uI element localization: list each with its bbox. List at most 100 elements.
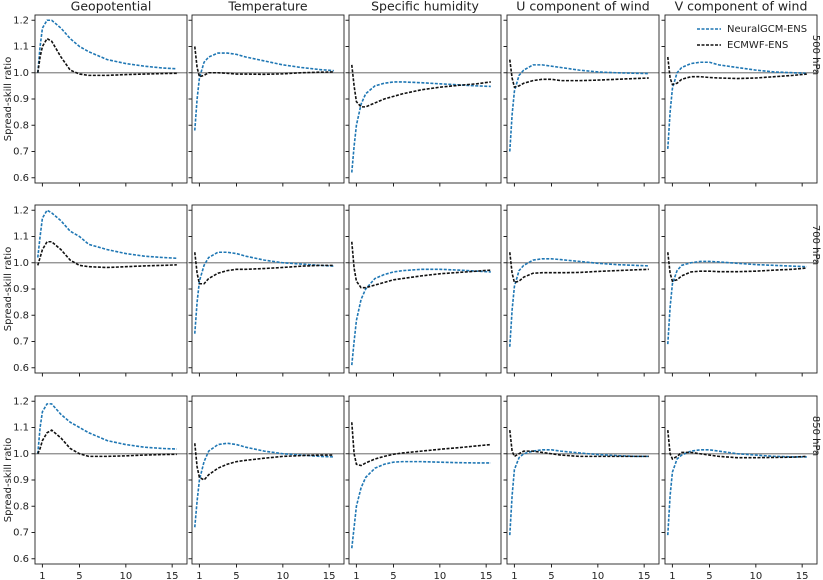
- series-line: [37, 240, 177, 269]
- x-tick-label: 1: [39, 571, 45, 580]
- legend-label: NeuralGCM-ENS: [727, 24, 807, 35]
- x-tick-label: 5: [233, 571, 239, 580]
- series-line: [36, 37, 177, 77]
- row-label: 500 hPa: [810, 35, 821, 75]
- y-tick-label: 0.8: [13, 310, 29, 321]
- x-tick-label: 5: [548, 571, 554, 580]
- x-tick-label: 1: [353, 571, 359, 580]
- series-line: [350, 460, 491, 549]
- series-line: [193, 52, 334, 131]
- series-line: [193, 443, 334, 482]
- column-title: Temperature: [227, 0, 307, 14]
- series-line: [666, 61, 807, 149]
- series-line: [36, 209, 177, 260]
- x-tick-label: 15: [480, 571, 493, 580]
- x-tick-label: 10: [276, 571, 289, 580]
- column-title: Specific humidity: [371, 0, 479, 14]
- axes-frame: [34, 395, 188, 565]
- y-tick-label: 0.9: [13, 284, 29, 295]
- x-tick-label: 1: [669, 571, 675, 580]
- y-tick-label: 0.6: [13, 554, 29, 565]
- axes-frame: [348, 14, 502, 184]
- axes-frame: [348, 204, 502, 374]
- x-tick-label: 5: [706, 571, 712, 580]
- x-tick-label: 10: [591, 571, 604, 580]
- series-line: [350, 268, 491, 366]
- axes-frame: [664, 395, 818, 565]
- y-axis-label: Spread-skill ratio: [3, 438, 14, 522]
- x-tick-label: 10: [433, 571, 446, 580]
- axes-frame: [506, 204, 660, 374]
- series-line: [666, 430, 807, 461]
- x-tick-label: 15: [323, 571, 336, 580]
- series-line: [193, 251, 334, 334]
- y-tick-label: 0.7: [13, 337, 29, 348]
- series-line: [350, 64, 491, 108]
- y-tick-label: 0.7: [13, 528, 29, 539]
- x-tick-label: 15: [166, 571, 179, 580]
- y-tick-label: 1.1: [13, 423, 29, 434]
- x-tick-label: 10: [119, 571, 132, 580]
- axes-frame: [191, 14, 345, 184]
- series-line: [350, 241, 491, 289]
- column-title: V component of wind: [675, 0, 808, 14]
- axes-frame: [664, 204, 818, 374]
- y-tick-label: 1.0: [13, 258, 29, 269]
- row-label: 700 hPa: [810, 225, 821, 265]
- y-tick-label: 1.2: [13, 15, 29, 26]
- x-tick-label: 5: [390, 571, 396, 580]
- y-tick-label: 0.7: [13, 147, 29, 158]
- y-tick-label: 1.2: [13, 396, 29, 407]
- series-line: [193, 252, 334, 285]
- axes-frame: [506, 395, 660, 565]
- y-tick-label: 0.8: [13, 120, 29, 131]
- series-line: [508, 252, 649, 284]
- y-tick-label: 0.6: [13, 173, 29, 184]
- axes-frame: [506, 14, 660, 184]
- series-line: [36, 19, 177, 73]
- y-tick-label: 0.8: [13, 501, 29, 512]
- x-tick-label: 1: [196, 571, 202, 580]
- legend-label: ECMWF-ENS: [727, 40, 788, 51]
- series-line: [666, 260, 807, 345]
- x-tick-label: 5: [76, 571, 82, 580]
- series-line: [193, 442, 334, 528]
- axes-frame: [34, 14, 188, 184]
- series-line: [666, 56, 807, 86]
- series-line: [508, 449, 649, 536]
- series-line: [350, 422, 491, 467]
- x-tick-label: 1: [511, 571, 517, 580]
- series-line: [666, 252, 807, 283]
- y-tick-label: 0.9: [13, 475, 29, 486]
- axes-frame: [664, 14, 818, 184]
- series-line: [508, 258, 649, 347]
- series-line: [37, 429, 177, 458]
- column-title: U component of wind: [516, 0, 649, 14]
- y-tick-label: 1.0: [13, 449, 29, 460]
- y-tick-label: 1.1: [13, 232, 29, 243]
- series-line: [666, 449, 807, 536]
- axes-frame: [191, 395, 345, 565]
- axes-frame: [34, 204, 188, 374]
- x-tick-label: 15: [796, 571, 809, 580]
- series-line: [350, 81, 491, 173]
- column-title: Geopotential: [71, 0, 152, 14]
- y-axis-label: Spread-skill ratio: [3, 247, 14, 331]
- y-tick-label: 0.9: [13, 94, 29, 105]
- y-tick-label: 0.6: [13, 363, 29, 374]
- series-line: [508, 59, 649, 89]
- x-tick-label: 10: [749, 571, 762, 580]
- series-line: [36, 403, 177, 454]
- y-tick-label: 1.2: [13, 205, 29, 216]
- axes-frame: [348, 395, 502, 565]
- series-line: [193, 46, 334, 78]
- x-tick-label: 15: [638, 571, 651, 580]
- y-tick-label: 1.1: [13, 42, 29, 53]
- y-axis-label: Spread-skill ratio: [3, 57, 14, 141]
- series-line: [508, 430, 649, 458]
- y-tick-label: 1.0: [13, 68, 29, 79]
- row-label: 850 hPa: [810, 416, 821, 456]
- axes-frame: [191, 204, 345, 374]
